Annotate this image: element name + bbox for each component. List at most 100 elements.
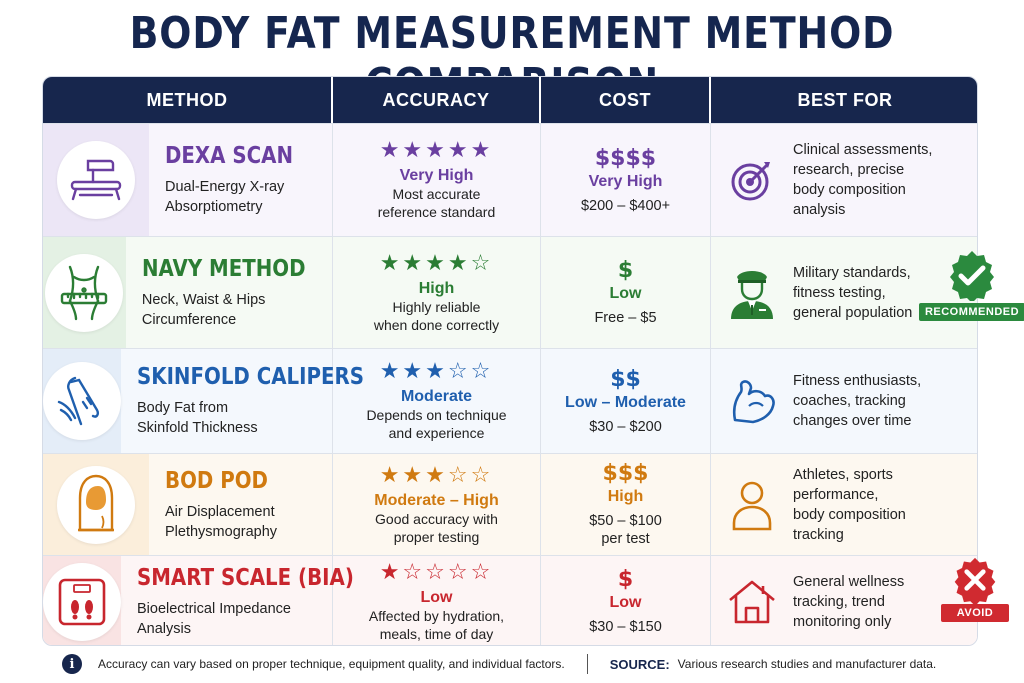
best-for-cell: Athletes, sports performance, body compo…	[711, 454, 977, 555]
cost-level: Low	[609, 594, 642, 611]
best-for-line2: coaches, tracking	[793, 393, 906, 409]
header-cost: COST	[541, 77, 711, 123]
accuracy-desc-line2: when done correctly	[373, 316, 500, 333]
table-row-navy: NAVY METHOD Neck, Waist & Hips Circumfer…	[43, 236, 977, 348]
table-row-bod-pod: BOD POD Air Displacement Plethysmography…	[43, 453, 977, 555]
accuracy-desc-line2: and experience	[388, 425, 485, 441]
house-icon	[711, 578, 793, 626]
accuracy-desc-line2: reference standard	[377, 204, 496, 220]
person-icon	[711, 479, 793, 531]
target-icon	[711, 156, 793, 204]
accuracy-level: Low	[420, 588, 453, 606]
method-band	[43, 237, 126, 348]
best-for-line2: research, precise	[793, 162, 905, 178]
table-row-skinfold: SKINFOLD CALIPERS Body Fat from Skinfold…	[43, 348, 977, 453]
best-for-line1: Athletes, sports	[793, 466, 893, 483]
cost-level: Very High	[588, 172, 663, 190]
checkmark-seal-icon	[950, 251, 994, 301]
cost-range: $200 – $400+	[580, 197, 671, 214]
x-seal-icon	[954, 557, 996, 604]
method-band	[43, 556, 121, 645]
method-name: BOD POD	[165, 467, 268, 494]
star-rating: ★★★☆☆	[379, 359, 494, 384]
cost-symbol: $	[617, 567, 634, 592]
best-for-cell: Military standards, fitness testing, gen…	[711, 237, 977, 348]
accuracy-cell: ★★★☆☆ Moderate Depends on technique and …	[333, 349, 541, 453]
method-cell: BOD POD Air Displacement Plethysmography	[43, 454, 333, 555]
best-for-line3: changes over time	[793, 413, 912, 429]
avoid-badge: AVOID	[936, 556, 1014, 622]
method-band	[43, 454, 149, 555]
accuracy-cell: ★★★★★ Very High Most accurate reference …	[333, 124, 541, 236]
best-for-line2: fitness testing,	[793, 284, 886, 301]
cost-cell: $ Low Free – $5	[541, 237, 711, 348]
cost-symbol: $	[617, 258, 634, 283]
best-for-line3: body composition	[793, 506, 906, 523]
recommended-label: RECOMMENDED	[918, 303, 1024, 321]
method-subtitle-line1: Bioelectrical Impedance	[137, 600, 291, 617]
method-subtitle-line2: Skinfold Thickness	[137, 420, 258, 436]
method-cell: DEXA SCAN Dual-Energy X-ray Absorptiomet…	[43, 124, 333, 236]
cost-level: Low – Moderate	[565, 393, 686, 411]
accuracy-level: Moderate	[400, 388, 473, 405]
cost-level: High	[607, 488, 644, 505]
best-for-line4: tracking	[793, 526, 844, 543]
cost-symbol: $$	[610, 366, 641, 392]
dexa-scanner-icon	[57, 141, 135, 219]
star-rating: ★★★★☆	[379, 250, 494, 276]
method-subtitle-line1: Body Fat from	[137, 400, 229, 416]
accuracy-desc-line1: Depends on technique	[366, 407, 507, 423]
method-name: NAVY METHOD	[141, 255, 306, 282]
star-rating: ★★★☆☆	[379, 462, 494, 488]
torso-tape-icon	[45, 253, 124, 332]
cost-range-line2: per test	[601, 531, 650, 547]
best-for-cell: Fitness enthusiasts, coaches, tracking c…	[711, 349, 977, 453]
accuracy-desc-line1: Affected by hydration,	[368, 607, 505, 624]
table-header: METHOD ACCURACY COST BEST FOR	[43, 77, 977, 123]
cost-level: Low	[609, 285, 642, 302]
best-for-line4: analysis	[793, 202, 846, 218]
accuracy-cell: ★☆☆☆☆ Low Affected by hydration, meals, …	[333, 556, 541, 645]
footer: i Accuracy can vary based on proper tech…	[62, 652, 962, 676]
cost-cell: $ Low $30 – $150	[541, 556, 711, 645]
cost-range: $30 – $200	[589, 418, 662, 435]
best-for-line1: Clinical assessments,	[793, 142, 933, 158]
method-cell: SKINFOLD CALIPERS Body Fat from Skinfold…	[43, 349, 364, 453]
footer-divider	[586, 654, 588, 674]
method-subtitle-line2: Circumference	[141, 311, 237, 328]
method-subtitle-line1: Dual-Energy X-ray	[165, 179, 285, 195]
recommended-badge: RECOMMENDED	[918, 249, 1024, 321]
best-for-line2: tracking, trend	[793, 593, 885, 610]
best-for-line3: body composition	[793, 182, 906, 198]
method-cell: SMART SCALE (BIA) Bioelectrical Impedanc…	[43, 556, 354, 645]
accuracy-cell: ★★★☆☆ Moderate – High Good accuracy with…	[333, 454, 541, 555]
best-for-line2: performance,	[793, 486, 879, 503]
cost-range: Free – $5	[594, 310, 657, 326]
method-name: DEXA SCAN	[165, 143, 294, 169]
cost-symbol: $$$$	[594, 145, 657, 171]
method-name: SKINFOLD CALIPERS	[137, 364, 364, 390]
footer-note: Accuracy can vary based on proper techni…	[98, 657, 565, 671]
best-for-cell: General wellness tracking, trend monitor…	[711, 556, 977, 645]
method-subtitle-line2: Plethysmography	[165, 523, 278, 540]
best-for-cell: Clinical assessments, research, precise …	[711, 124, 977, 236]
avoid-label: AVOID	[940, 604, 1010, 622]
accuracy-desc-line2: proper testing	[393, 528, 480, 545]
cost-range: $30 – $150	[589, 619, 662, 635]
method-subtitle-line1: Air Displacement	[165, 503, 275, 520]
star-rating: ★☆☆☆☆	[379, 559, 494, 585]
method-band	[43, 124, 149, 236]
cost-cell: $$ Low – Moderate $30 – $200	[541, 349, 711, 453]
accuracy-level: Moderate – High	[374, 491, 499, 509]
source-label: SOURCE:	[609, 656, 670, 672]
best-for-line3: monitoring only	[793, 613, 892, 630]
accuracy-desc-line2: meals, time of day	[379, 625, 494, 642]
header-method: METHOD	[43, 77, 333, 123]
caliper-icon	[43, 362, 121, 440]
best-for-line1: Fitness enthusiasts,	[793, 373, 922, 389]
method-name: SMART SCALE (BIA)	[137, 564, 354, 591]
accuracy-level: Very High	[399, 167, 474, 184]
method-band	[43, 349, 121, 453]
table-row-dexa: DEXA SCAN Dual-Energy X-ray Absorptiomet…	[43, 123, 977, 236]
flexed-arm-icon	[711, 376, 793, 426]
